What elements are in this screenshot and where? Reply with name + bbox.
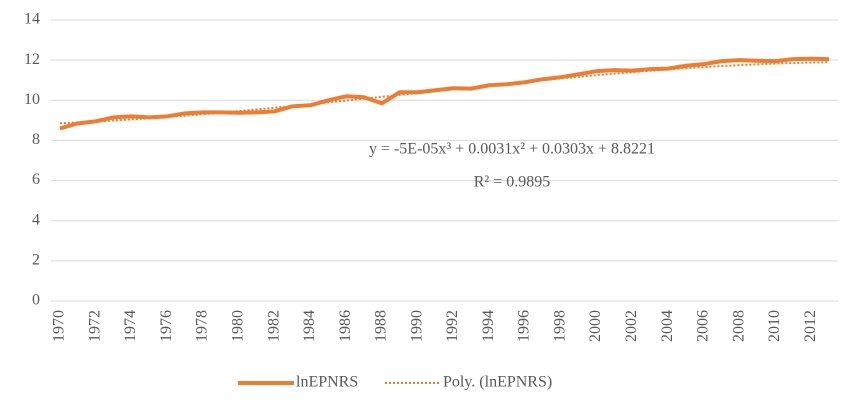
x-tick-label: 1992	[444, 310, 461, 342]
x-tick-label: 1986	[337, 310, 354, 342]
plot: 0 2 4 6 8 10 12 14 1970 1972 1974 1976 1978 1980 1982 1…	[24, 11, 838, 391]
x-tick-label: 1994	[480, 310, 497, 342]
y-tick-label: 14	[24, 11, 40, 28]
x-tick-label: 1982	[265, 310, 282, 342]
y-tick-label: 12	[24, 51, 40, 68]
x-tick-label: 1984	[301, 310, 318, 342]
data-line	[59, 56, 830, 131]
x-tick-label: 2008	[730, 310, 747, 342]
legend-label: lnEPNRS	[296, 374, 358, 391]
y-tick-label: 0	[32, 292, 40, 309]
y-tick-label: 8	[32, 131, 40, 148]
y-tick-label: 2	[32, 252, 40, 269]
r-squared: R² = 0.9895	[474, 174, 551, 191]
x-tick-label: 1998	[551, 310, 568, 342]
x-tick-label: 1972	[86, 310, 103, 342]
x-tick-label: 1976	[158, 310, 175, 342]
x-tick-label: 1974	[122, 310, 139, 342]
x-tick-label: 2006	[695, 310, 712, 342]
x-tick-label: 1990	[408, 310, 425, 342]
x-tick-label: 2010	[766, 310, 783, 342]
x-tick-label: 1988	[373, 310, 390, 342]
x-tick-label: 1980	[229, 310, 246, 342]
y-tick-label: 6	[32, 171, 40, 188]
trend-equation: y = -5E-05x³ + 0.0031x² + 0.0303x + 8.82…	[369, 141, 655, 158]
x-tick-label: 2000	[587, 310, 604, 342]
y-tick-label: 10	[24, 91, 40, 108]
y-tick-label: 4	[32, 211, 40, 228]
trend-line	[59, 61, 830, 125]
x-tick-label: 1970	[51, 310, 68, 342]
x-tick-label: 1996	[516, 310, 533, 342]
legend-label: Poly. (lnEPNRS)	[443, 374, 552, 391]
x-tick-label: 2002	[623, 310, 640, 342]
x-tick-label: 1978	[194, 310, 211, 342]
x-tick-label: 2004	[659, 310, 676, 342]
x-tick-label: 2012	[802, 310, 819, 342]
